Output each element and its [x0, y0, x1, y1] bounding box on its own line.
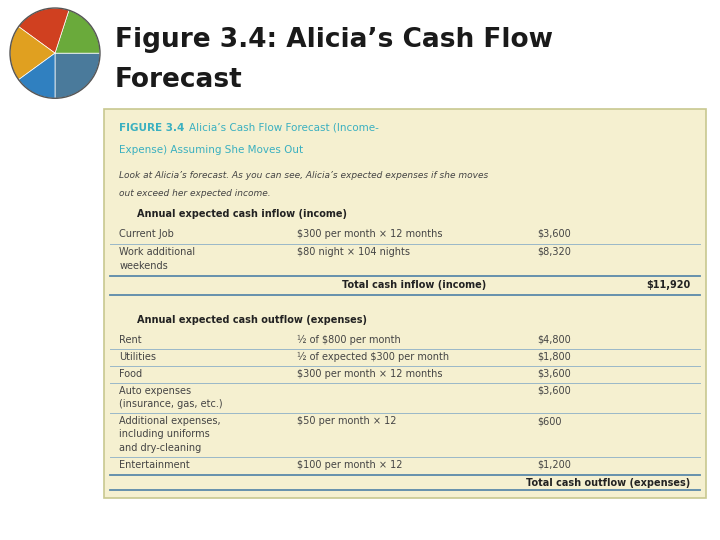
Text: Look at Alicia’s forecast. As you can see, Alicia’s expected expenses if she mov: Look at Alicia’s forecast. As you can se…: [120, 171, 489, 179]
Text: 3-17: 3-17: [685, 516, 709, 525]
Text: Entertainment: Entertainment: [120, 460, 190, 470]
Text: $100 per month × 12: $100 per month × 12: [297, 460, 402, 470]
Text: $50 per month × 12: $50 per month × 12: [297, 416, 396, 426]
Text: Rent: Rent: [120, 335, 142, 345]
Text: Auto expenses: Auto expenses: [120, 386, 192, 396]
Text: $3,600: $3,600: [537, 386, 571, 396]
Text: Annual expected cash outflow (expenses): Annual expected cash outflow (expenses): [138, 315, 367, 325]
Text: weekends: weekends: [120, 261, 168, 272]
Text: Forecast: Forecast: [115, 67, 243, 93]
Wedge shape: [19, 53, 55, 98]
Text: $80 night × 104 nights: $80 night × 104 nights: [297, 247, 410, 256]
Text: and dry-cleaning: and dry-cleaning: [120, 443, 202, 453]
Text: $3,600: $3,600: [537, 229, 571, 239]
Text: ½ of $800 per month: ½ of $800 per month: [297, 335, 400, 345]
Text: $600: $600: [537, 416, 562, 426]
Text: Total cash inflow (income): Total cash inflow (income): [342, 280, 486, 290]
Text: Additional expenses,: Additional expenses,: [120, 416, 221, 426]
Text: Work additional: Work additional: [120, 247, 196, 256]
Text: $1,800: $1,800: [537, 352, 571, 362]
Text: $8,320: $8,320: [537, 247, 571, 256]
Text: (insurance, gas, etc.): (insurance, gas, etc.): [120, 399, 223, 409]
Text: Utilities: Utilities: [120, 352, 156, 362]
Text: $4,800: $4,800: [537, 335, 571, 345]
Text: Annual expected cash inflow (income): Annual expected cash inflow (income): [138, 210, 348, 219]
Text: Food: Food: [120, 369, 143, 379]
Text: Total cash outflow (expenses): Total cash outflow (expenses): [526, 478, 690, 488]
Wedge shape: [19, 8, 69, 53]
Text: $3,600: $3,600: [537, 369, 571, 379]
Text: $11,920: $11,920: [647, 280, 690, 290]
Text: $300 per month × 12 months: $300 per month × 12 months: [297, 369, 442, 379]
Text: Current Job: Current Job: [120, 229, 174, 239]
Text: including uniforms: including uniforms: [120, 429, 210, 440]
Text: Alicia’s Cash Flow Forecast (Income-: Alicia’s Cash Flow Forecast (Income-: [189, 123, 379, 133]
Text: Figure 3.4: Alicia’s Cash Flow: Figure 3.4: Alicia’s Cash Flow: [115, 27, 553, 53]
Text: $300 per month × 12 months: $300 per month × 12 months: [297, 229, 442, 239]
Text: Expense) Assuming She Moves Out: Expense) Assuming She Moves Out: [120, 145, 304, 155]
Text: Copyright ©2014 Pearson Education, Inc. All rights reserved.: Copyright ©2014 Pearson Education, Inc. …: [13, 516, 332, 525]
Wedge shape: [10, 26, 55, 80]
FancyBboxPatch shape: [104, 109, 706, 498]
Text: $1,200: $1,200: [537, 460, 571, 470]
Wedge shape: [55, 10, 100, 53]
Text: ½ of expected $300 per month: ½ of expected $300 per month: [297, 352, 449, 362]
Wedge shape: [55, 53, 100, 98]
Text: FIGURE 3.4: FIGURE 3.4: [120, 123, 185, 133]
Text: out exceed her expected income.: out exceed her expected income.: [120, 189, 271, 198]
